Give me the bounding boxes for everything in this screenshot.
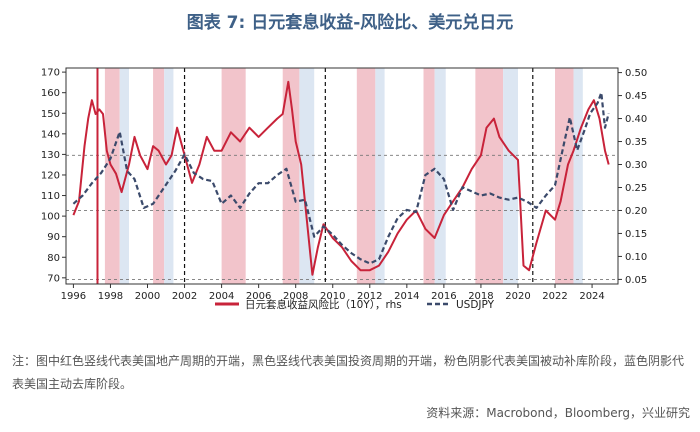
y-left-tick-label: 110 [41, 191, 60, 202]
series-line-carry-ratio [72, 80, 610, 276]
y-left-tick-label: 130 [41, 150, 60, 161]
series-lines [72, 80, 610, 276]
x-tick-label: 1996 [61, 291, 86, 302]
y-left-tick-label: 170 [41, 68, 60, 79]
blue-shade [164, 68, 174, 284]
blue-shade [119, 68, 129, 284]
reference-lines [66, 154, 618, 280]
y-left-tick-label: 90 [47, 232, 60, 243]
x-tick-label: 2022 [542, 291, 567, 302]
legend: 日元套息收益风险比（10Y），rhs USDJPY [215, 298, 495, 311]
x-tick-label: 2016 [431, 291, 456, 302]
y-axis-left-ticks: 70 80 90 100 110 120 130 140 150 160 170 [41, 68, 66, 284]
y-right-tick-label: 0.20 [625, 206, 647, 217]
pink-shade [221, 68, 246, 284]
blue-shade [299, 68, 315, 284]
y-left-tick-label: 70 [47, 273, 60, 284]
y-right-tick-label: 0.40 [625, 114, 647, 125]
x-tick-label: 2018 [468, 291, 493, 302]
blue-shade [503, 68, 518, 284]
y-left-tick-label: 160 [41, 88, 60, 99]
x-tick-label: 2002 [172, 291, 197, 302]
y-right-tick-label: 0.45 [625, 91, 647, 102]
line-chart: 1996 1998 2000 2002 2004 2006 2008 2010 2012 2014… [41, 67, 647, 311]
y-right-tick-label: 0.15 [625, 229, 647, 240]
chart-source: 资料来源：Macrobond，Bloomberg，兴业研究 [426, 406, 690, 420]
x-tick-label: 2014 [394, 291, 419, 302]
y-right-tick-label: 0.50 [625, 68, 647, 79]
x-tick-label: 2000 [135, 291, 160, 302]
legend-label-usdjpy: USDJPY [456, 299, 495, 311]
y-left-tick-label: 150 [41, 109, 60, 120]
pink-shade [153, 68, 165, 284]
x-tick-label: 2012 [357, 291, 382, 302]
y-axis-right-ticks: 0.05 0.10 0.15 0.20 0.25 0.30 0.35 0.40 0.45 0.50 [618, 68, 647, 286]
y-right-tick-label: 0.25 [625, 183, 647, 194]
y-right-tick-label: 0.05 [625, 275, 647, 286]
x-tick-label: 2008 [283, 291, 308, 302]
pink-shade [423, 68, 435, 284]
x-tick-label: 2024 [579, 291, 604, 302]
legend-label-ratio: 日元套息收益风险比（10Y），rhs [245, 298, 402, 311]
y-left-tick-label: 80 [47, 253, 60, 264]
pink-shade [104, 68, 120, 284]
pink-shade [356, 68, 376, 284]
x-tick-label: 2004 [209, 291, 234, 302]
blue-shade [375, 68, 385, 284]
x-tick-label: 2010 [320, 291, 345, 302]
x-tick-label: 2006 [246, 291, 271, 302]
y-right-tick-label: 0.10 [625, 252, 647, 263]
blue-shade [573, 68, 583, 284]
chart-title: 图表 7: 日元套息收益-风险比、美元兑日元 [186, 13, 514, 33]
plot-frame [65, 67, 619, 285]
blue-shade [434, 68, 446, 284]
x-axis-ticks: 1996 1998 2000 2002 2004 2006 2008 2010 2012 2014… [61, 284, 605, 302]
y-right-tick-label: 0.30 [625, 160, 647, 171]
y-left-tick-label: 100 [41, 212, 60, 223]
chart-note: 注：图中红色竖线代表美国地产周期的开端，黑色竖线代表美国投资周期的开端，粉色阴影… [12, 354, 685, 391]
pink-shade [475, 68, 504, 284]
y-right-tick-label: 0.35 [625, 137, 647, 148]
x-tick-label: 2020 [505, 291, 530, 302]
series-line-usdjpy [72, 91, 610, 265]
y-left-tick-label: 120 [41, 170, 60, 181]
pink-shade [282, 68, 300, 284]
x-tick-label: 1998 [98, 291, 123, 302]
y-left-tick-label: 140 [41, 129, 60, 140]
